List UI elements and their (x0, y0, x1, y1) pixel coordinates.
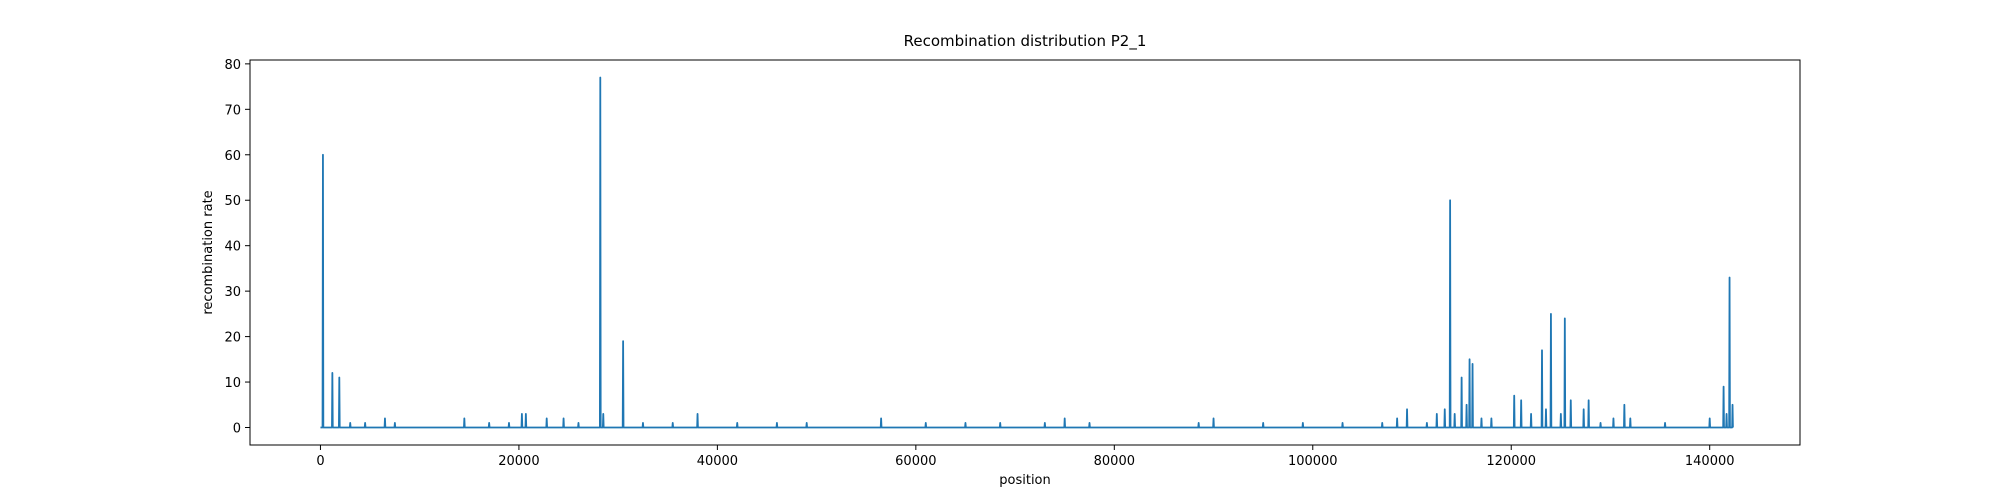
chart-title: Recombination distribution P2_1 (904, 32, 1147, 51)
y-tick-label: 20 (224, 331, 241, 346)
x-tick-label: 100000 (1288, 454, 1338, 469)
x-tick-label: 40000 (697, 454, 738, 469)
x-tick-label: 120000 (1486, 454, 1536, 469)
x-tick-label: 60000 (895, 454, 936, 469)
y-axis-label: recombination rate (201, 190, 216, 314)
x-tick-label: 20000 (498, 454, 539, 469)
y-tick-label: 10 (224, 376, 241, 391)
x-tick-label: 80000 (1094, 454, 1135, 469)
axes-frame (249, 59, 1801, 446)
data-line (320, 76, 1734, 429)
y-tick-label: 30 (224, 285, 241, 300)
x-axis-label: position (999, 473, 1051, 488)
x-tick-label: 0 (316, 454, 324, 469)
y-tick-label: 40 (224, 240, 241, 255)
y-tick-label: 70 (224, 103, 241, 118)
x-tick-label: 140000 (1685, 454, 1735, 469)
y-tick-label: 60 (224, 149, 241, 164)
y-tick-label: 80 (224, 58, 241, 73)
y-tick-label: 0 (233, 422, 241, 437)
y-tick-label: 50 (224, 194, 241, 209)
